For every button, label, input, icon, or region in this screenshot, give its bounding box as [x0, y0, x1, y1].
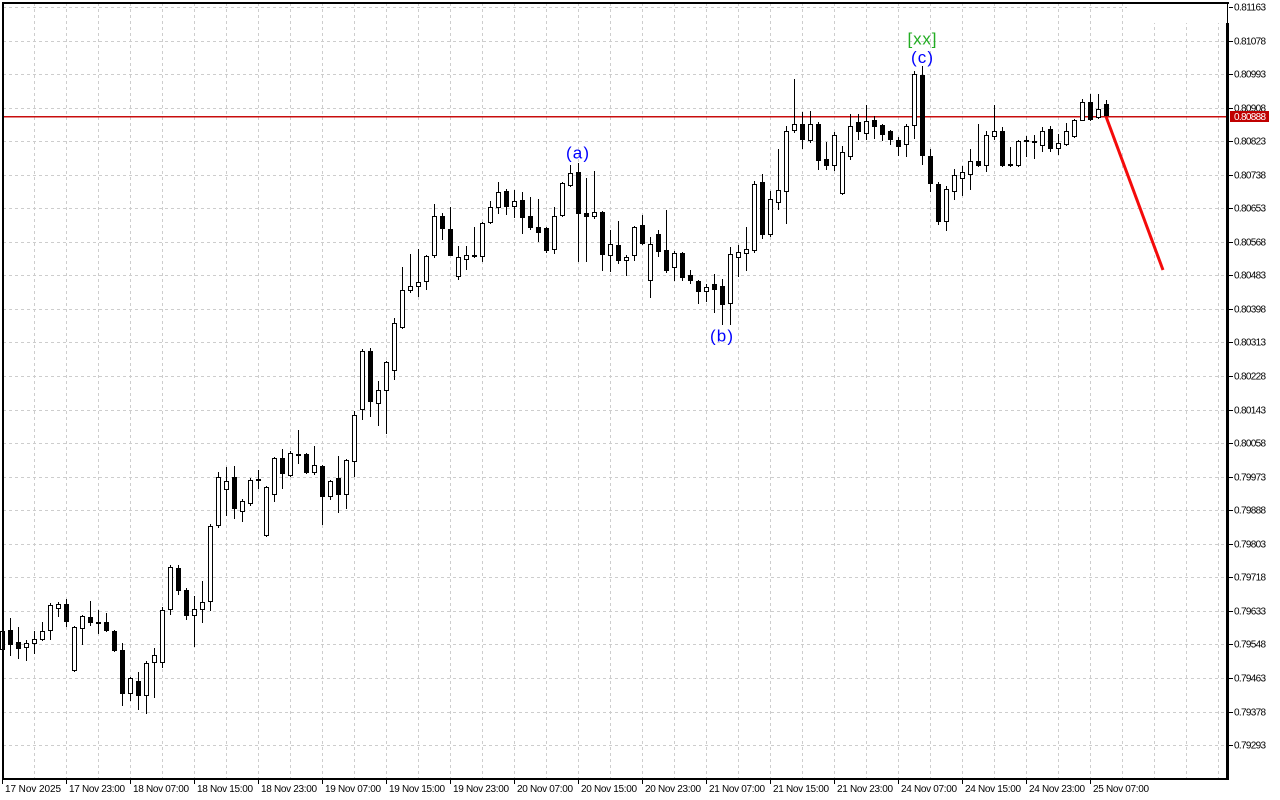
svg-text:0.79463: 0.79463 — [1234, 674, 1266, 685]
svg-text:0.80653: 0.80653 — [1234, 204, 1266, 215]
svg-text:17 Nov 2025: 17 Nov 2025 — [5, 784, 61, 795]
svg-text:0.79973: 0.79973 — [1234, 473, 1266, 484]
svg-text:0.79888: 0.79888 — [1234, 506, 1266, 517]
svg-text:19 Nov 23:00: 19 Nov 23:00 — [453, 784, 509, 795]
svg-text:0.80568: 0.80568 — [1234, 238, 1266, 249]
svg-text:0.80888: 0.80888 — [1234, 112, 1266, 123]
svg-text:0.80228: 0.80228 — [1234, 372, 1266, 383]
svg-text:[xx]: [xx] — [908, 30, 937, 49]
svg-text:21 Nov 15:00: 21 Nov 15:00 — [773, 784, 829, 795]
svg-text:0.80483: 0.80483 — [1234, 271, 1266, 282]
svg-text:24 Nov 07:00: 24 Nov 07:00 — [901, 784, 957, 795]
svg-text:0.79718: 0.79718 — [1234, 573, 1266, 584]
svg-text:21 Nov 23:00: 21 Nov 23:00 — [837, 784, 893, 795]
svg-text:25 Nov 07:00: 25 Nov 07:00 — [1093, 784, 1149, 795]
svg-text:0.80143: 0.80143 — [1234, 406, 1266, 417]
svg-text:0.80993: 0.80993 — [1234, 70, 1266, 81]
svg-text:0.79633: 0.79633 — [1234, 607, 1266, 618]
svg-text:20 Nov 23:00: 20 Nov 23:00 — [645, 784, 701, 795]
svg-text:18 Nov 07:00: 18 Nov 07:00 — [133, 784, 189, 795]
svg-text:20 Nov 07:00: 20 Nov 07:00 — [517, 784, 573, 795]
svg-text:0.79548: 0.79548 — [1234, 640, 1266, 651]
svg-text:0.80313: 0.80313 — [1234, 338, 1266, 349]
svg-text:0.79293: 0.79293 — [1234, 741, 1266, 752]
svg-text:20 Nov 15:00: 20 Nov 15:00 — [581, 784, 637, 795]
svg-text:0.80398: 0.80398 — [1234, 305, 1266, 316]
svg-text:(a): (a) — [566, 144, 589, 163]
svg-text:18 Nov 15:00: 18 Nov 15:00 — [197, 784, 253, 795]
svg-text:0.81078: 0.81078 — [1234, 37, 1266, 48]
svg-text:19 Nov 07:00: 19 Nov 07:00 — [325, 784, 381, 795]
svg-text:0.79378: 0.79378 — [1234, 708, 1266, 719]
svg-text:19 Nov 15:00: 19 Nov 15:00 — [389, 784, 445, 795]
svg-text:18 Nov 23:00: 18 Nov 23:00 — [261, 784, 317, 795]
svg-text:0.80908: 0.80908 — [1234, 104, 1266, 115]
svg-text:24 Nov 23:00: 24 Nov 23:00 — [1029, 784, 1085, 795]
svg-text:0.79803: 0.79803 — [1234, 540, 1266, 551]
svg-text:24 Nov 15:00: 24 Nov 15:00 — [965, 784, 1021, 795]
svg-text:0.81163: 0.81163 — [1234, 3, 1266, 14]
svg-text:0.80823: 0.80823 — [1234, 137, 1266, 148]
svg-text:0.80058: 0.80058 — [1234, 439, 1266, 450]
svg-text:0.80738: 0.80738 — [1234, 171, 1266, 182]
svg-text:(b): (b) — [710, 327, 733, 346]
svg-text:17 Nov 23:00: 17 Nov 23:00 — [69, 784, 125, 795]
svg-text:(c): (c) — [911, 48, 933, 67]
svg-text:21 Nov 07:00: 21 Nov 07:00 — [709, 784, 765, 795]
